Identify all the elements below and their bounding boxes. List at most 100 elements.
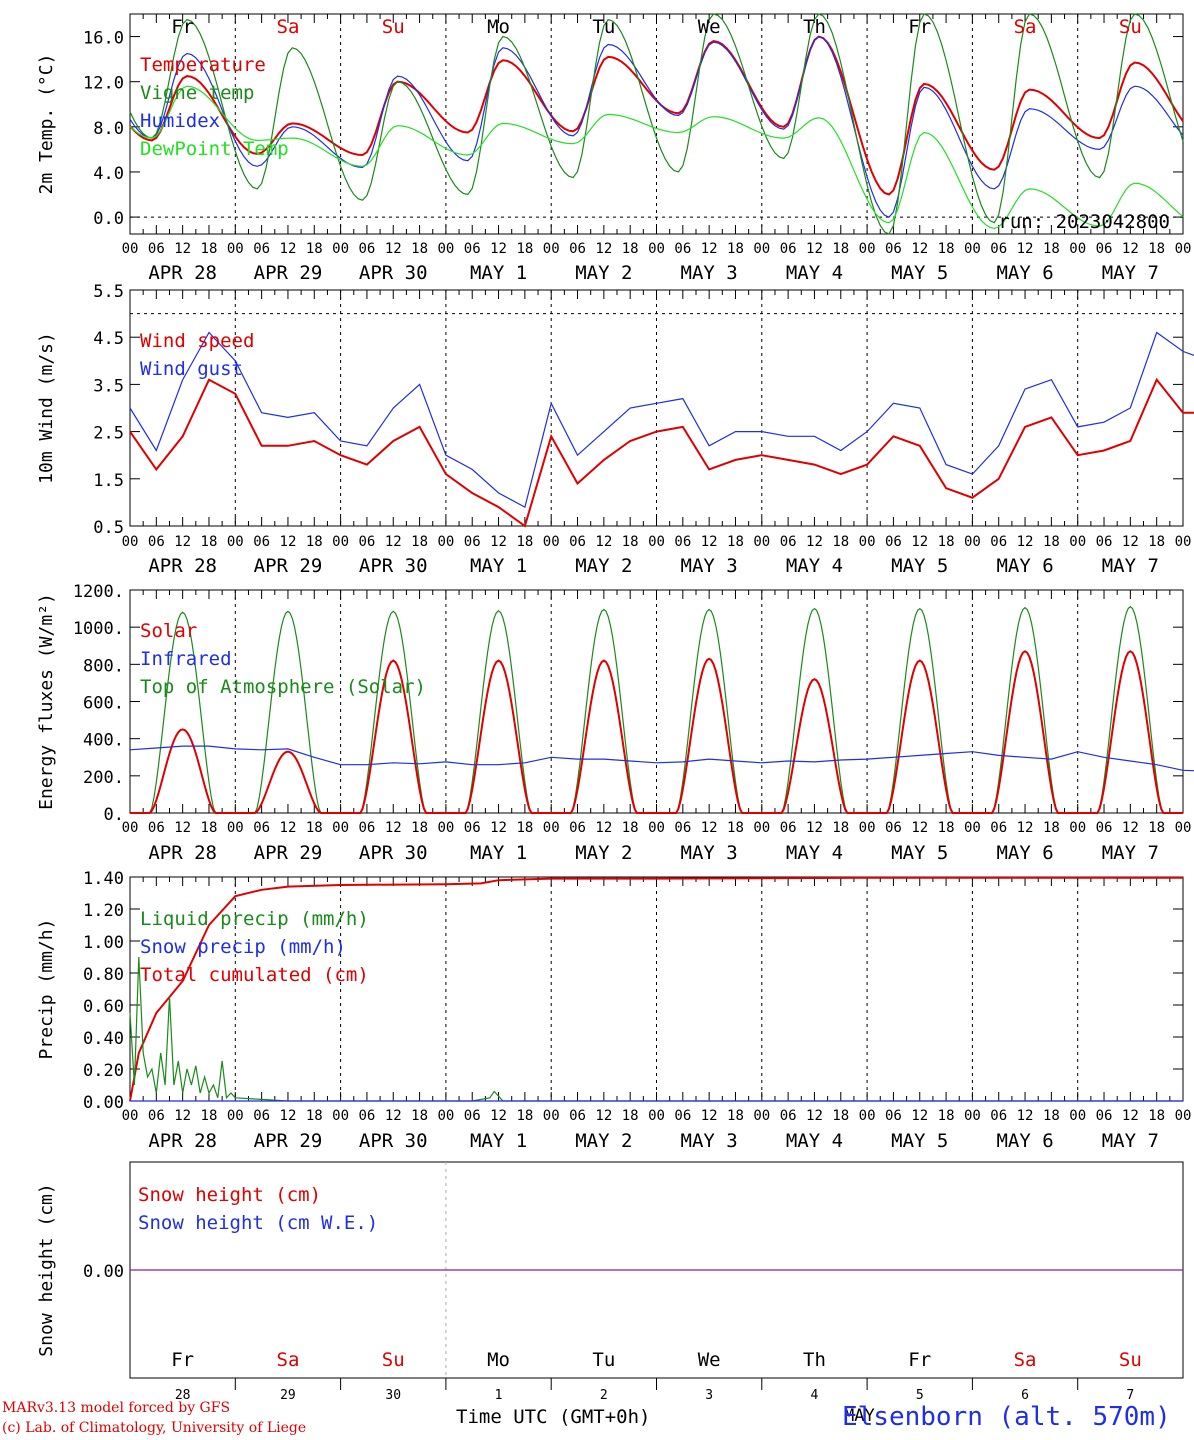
hour-tick-label: 06 xyxy=(464,820,481,836)
y-tick-label: 1200. xyxy=(73,582,124,602)
hour-tick-label: 18 xyxy=(727,1108,744,1124)
weekday-label: Th xyxy=(803,1349,826,1371)
day-number-label: 1 xyxy=(495,1388,503,1403)
hour-tick-label: 00 xyxy=(122,820,139,836)
hour-tick-label: 18 xyxy=(516,534,533,550)
hour-tick-label: 18 xyxy=(1148,534,1165,550)
hour-tick-label: 00 xyxy=(332,820,349,836)
day-number-label: 4 xyxy=(811,1388,819,1403)
hour-tick-label: 06 xyxy=(464,1108,481,1124)
hour-tick-label: 06 xyxy=(990,1108,1007,1124)
hour-tick-label: 06 xyxy=(1096,820,1113,836)
y-tick-label: 0.5 xyxy=(93,518,124,538)
y-tick-label: 8.0 xyxy=(93,119,124,139)
hour-tick-label: 18 xyxy=(516,1108,533,1124)
hour-tick-label: 06 xyxy=(464,241,481,257)
hour-tick-label: 00 xyxy=(964,241,981,257)
hour-tick-label: 06 xyxy=(885,820,902,836)
day-number-label: 7 xyxy=(1126,1388,1134,1403)
y-tick-label: 400. xyxy=(83,731,124,751)
day-label: APR 28 xyxy=(148,842,217,864)
hour-tick-label: 00 xyxy=(859,820,876,836)
hour-tick-label: 18 xyxy=(411,534,428,550)
hour-tick-label: 00 xyxy=(648,820,665,836)
hour-tick-label: 18 xyxy=(306,820,323,836)
hour-tick-label: 12 xyxy=(595,1108,612,1124)
hour-tick-label: 12 xyxy=(701,820,718,836)
hour-tick-label: 00 xyxy=(1175,820,1192,836)
hour-tick-label: 06 xyxy=(674,241,691,257)
hour-tick-label: 00 xyxy=(227,1108,244,1124)
hour-tick-label: 00 xyxy=(964,1108,981,1124)
y-axis-label: 2m Temp. (°C) xyxy=(36,54,57,195)
weekday-label: Fr xyxy=(171,1349,194,1371)
day-label: APR 29 xyxy=(254,262,323,284)
y-tick-label: 0. xyxy=(104,805,124,825)
hour-tick-label: 00 xyxy=(543,820,560,836)
y-tick-label: 4.5 xyxy=(93,329,124,349)
hour-tick-label: 00 xyxy=(964,534,981,550)
hour-tick-label: 18 xyxy=(1043,820,1060,836)
legend-entry: Humidex xyxy=(140,110,220,132)
y-tick-label: 1.20 xyxy=(83,901,124,921)
day-label: MAY 6 xyxy=(996,842,1053,864)
y-tick-label: 1.5 xyxy=(93,471,124,491)
legend-entry: Temperature xyxy=(140,54,266,76)
y-tick-label: 600. xyxy=(83,694,124,714)
hour-tick-label: 06 xyxy=(674,1108,691,1124)
day-label: APR 28 xyxy=(148,262,217,284)
hour-tick-label: 06 xyxy=(253,820,270,836)
station-label: Elsenborn (alt. 570m) xyxy=(842,1402,1171,1432)
day-label: MAY 1 xyxy=(470,842,527,864)
legend-entry: Vigne temp xyxy=(140,82,254,104)
lab-credit: (c) Lab. of Climatology, University of L… xyxy=(2,1420,307,1436)
weekday-label: Sa xyxy=(1014,16,1037,38)
hour-tick-label: 00 xyxy=(859,534,876,550)
panel-temp: 0.0 4.0 8.0 12.0 16.0 2m Temp. (°C) Temperatur… xyxy=(36,13,1191,284)
legend-entry: Wind speed xyxy=(140,330,254,352)
time-axis-label: Time UTC (GMT+0h) xyxy=(456,1406,651,1428)
y-axis-label: Precip (mm/h) xyxy=(36,919,57,1060)
hour-tick-label: 06 xyxy=(1096,1108,1113,1124)
hour-tick-label: 06 xyxy=(358,534,375,550)
hour-tick-label: 18 xyxy=(832,820,849,836)
hour-tick-label: 12 xyxy=(490,241,507,257)
hour-tick-label: 12 xyxy=(806,534,823,550)
day-number-label: 5 xyxy=(916,1388,924,1403)
hour-tick-label: 06 xyxy=(780,241,797,257)
hour-tick-label: 12 xyxy=(1017,241,1034,257)
day-label: MAY 3 xyxy=(681,1130,738,1152)
series-wind-gust xyxy=(129,331,1194,508)
day-label: MAY 1 xyxy=(470,262,527,284)
hour-tick-label: 18 xyxy=(1043,534,1060,550)
hour-tick-label: 12 xyxy=(1017,1108,1034,1124)
y-axis-label: Snow height (cm) xyxy=(36,1183,57,1356)
legend-entry: Snow precip (mm/h) xyxy=(140,936,346,958)
hour-tick-label: 18 xyxy=(832,1108,849,1124)
weekday-label: We xyxy=(698,1349,721,1371)
weekday-label: Fr xyxy=(908,16,931,38)
hour-tick-label: 06 xyxy=(990,820,1007,836)
day-number-label: 30 xyxy=(385,1388,401,1403)
weekday-label: Sa xyxy=(1014,1349,1037,1371)
hour-tick-label: 00 xyxy=(753,1108,770,1124)
day-label: MAY 7 xyxy=(1102,262,1159,284)
hour-tick-label: 00 xyxy=(437,241,454,257)
day-label: MAY 5 xyxy=(891,842,948,864)
y-tick-label: 1.00 xyxy=(83,933,124,953)
weekday-label: Su xyxy=(1119,16,1142,38)
hour-tick-label: 18 xyxy=(201,241,218,257)
hour-tick-label: 12 xyxy=(701,1108,718,1124)
day-label: MAY 6 xyxy=(996,262,1053,284)
hour-tick-label: 18 xyxy=(727,820,744,836)
hour-tick-label: 06 xyxy=(569,1108,586,1124)
hour-tick-label: 00 xyxy=(859,1108,876,1124)
series-temperature xyxy=(129,35,1184,196)
hour-tick-label: 18 xyxy=(622,241,639,257)
day-label: MAY 1 xyxy=(470,555,527,577)
hour-tick-label: 00 xyxy=(753,241,770,257)
day-label: MAY 5 xyxy=(891,262,948,284)
hour-tick-label: 00 xyxy=(227,534,244,550)
hour-tick-label: 12 xyxy=(595,241,612,257)
hour-tick-label: 00 xyxy=(1069,241,1086,257)
